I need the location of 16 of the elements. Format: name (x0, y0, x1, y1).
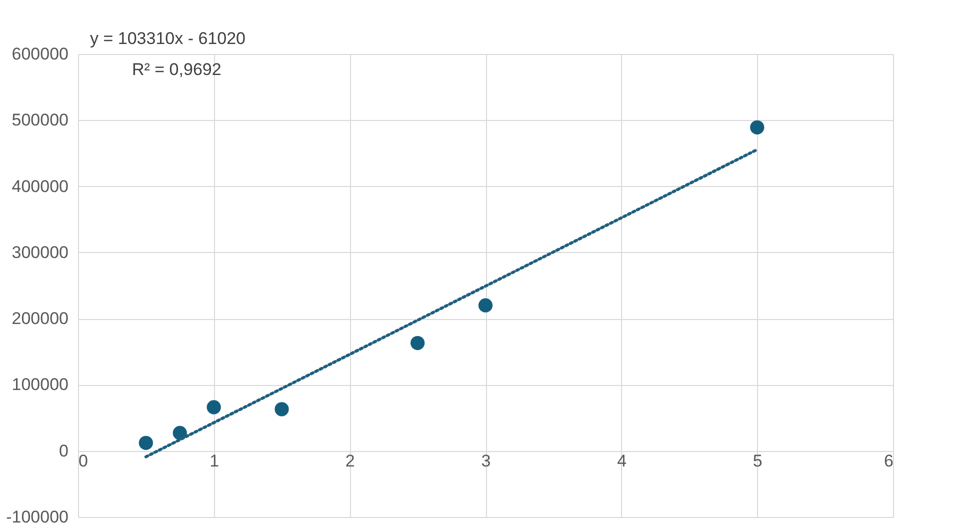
x-tick-label: 5 (752, 451, 762, 470)
x-tick-label: 4 (617, 451, 627, 470)
x-tick-label: 2 (345, 451, 355, 470)
y-tick-label: -100000 (6, 508, 68, 523)
x-tick-label: 6 (884, 451, 894, 470)
y-tick-label: 200000 (12, 309, 68, 328)
y-tick-label: 100000 (12, 375, 68, 394)
x-tick-label: 3 (481, 451, 491, 470)
text: y = 103310x - 61020 (90, 29, 246, 48)
y-tick-label: 300000 (12, 242, 68, 262)
x-tick-label: 0 (78, 451, 88, 470)
y-tick-label: 400000 (12, 176, 68, 196)
x-tick-label: 1 (210, 451, 220, 470)
y-tick-label: 500000 (12, 110, 68, 130)
y-tick-label: 600000 (12, 44, 68, 64)
annotation: R² = 0,9692 (132, 60, 222, 79)
